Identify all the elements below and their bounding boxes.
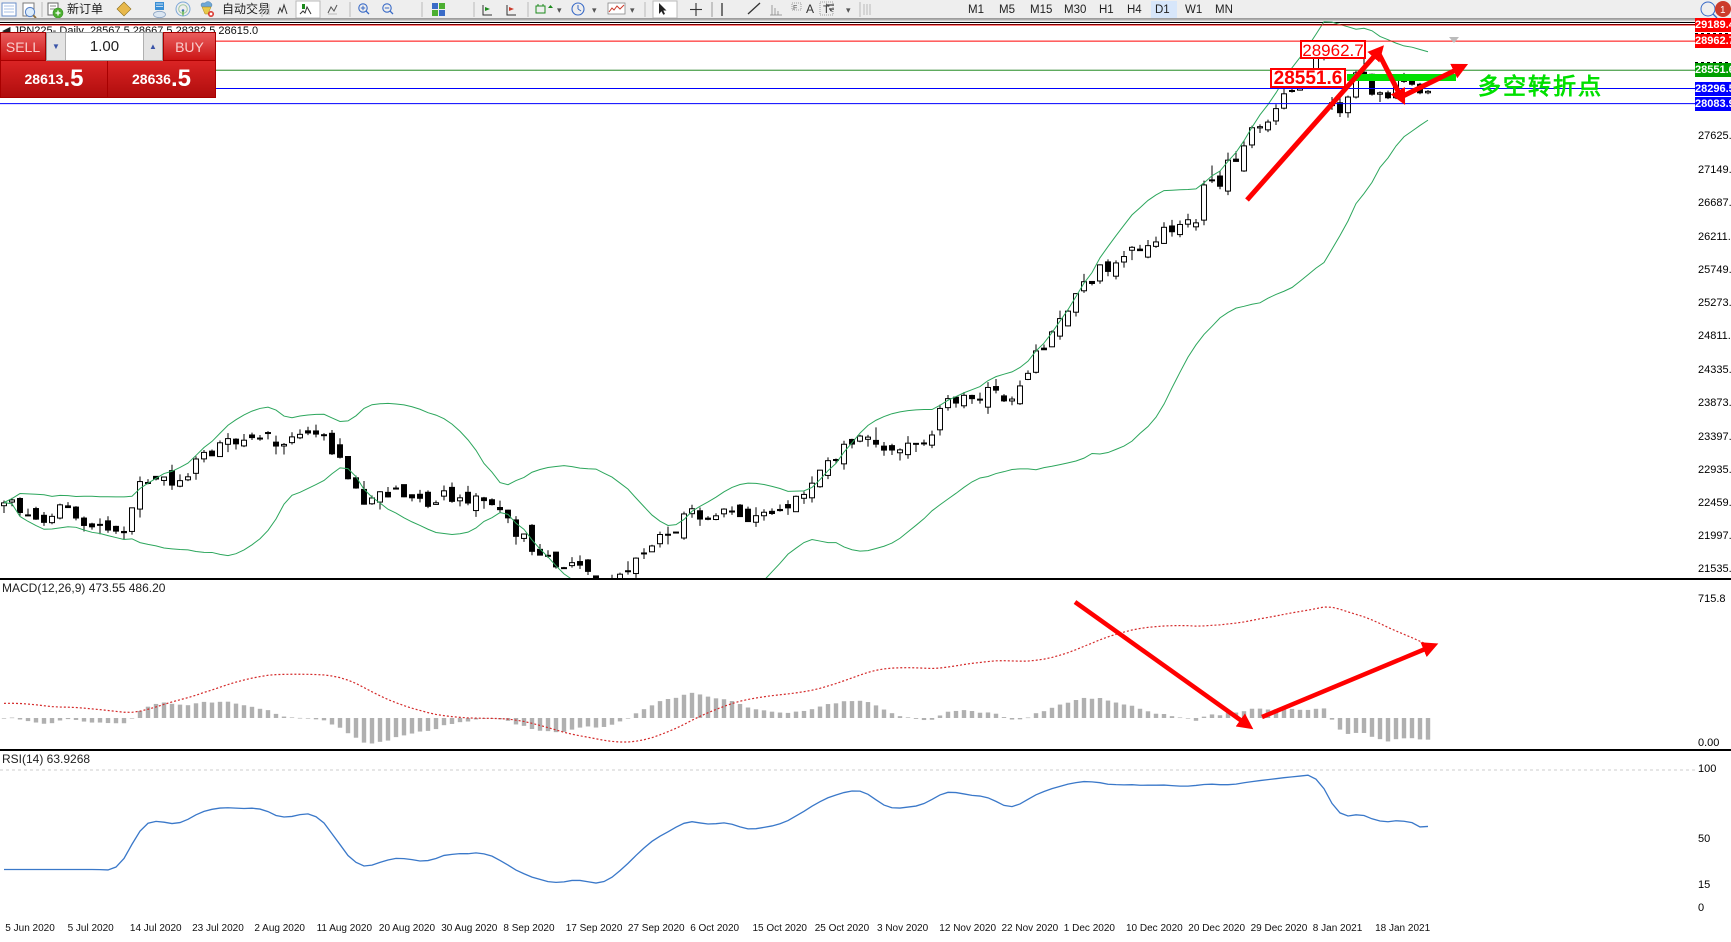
svg-text:自动交易: 自动交易 [222, 1, 270, 16]
svg-text:M30: M30 [1064, 4, 1086, 16]
svg-text:MN: MN [1215, 4, 1233, 16]
svg-text:▾: ▾ [557, 5, 562, 15]
svg-text:▾: ▾ [846, 5, 851, 15]
svg-text:M1: M1 [968, 4, 984, 16]
svg-text:新订单: 新订单 [67, 1, 103, 16]
svg-text:D1: D1 [1155, 4, 1170, 16]
svg-text:1: 1 [1720, 5, 1726, 16]
svg-text:H4: H4 [1127, 4, 1142, 16]
svg-text:W1: W1 [1185, 4, 1202, 16]
svg-text:▾: ▾ [592, 5, 597, 15]
svg-text:▾: ▾ [630, 5, 635, 15]
svg-text:F: F [793, 5, 797, 12]
svg-text:M5: M5 [999, 4, 1015, 16]
svg-text:M15: M15 [1030, 4, 1052, 16]
svg-text:A: A [806, 2, 814, 16]
svg-text:H1: H1 [1099, 4, 1114, 16]
